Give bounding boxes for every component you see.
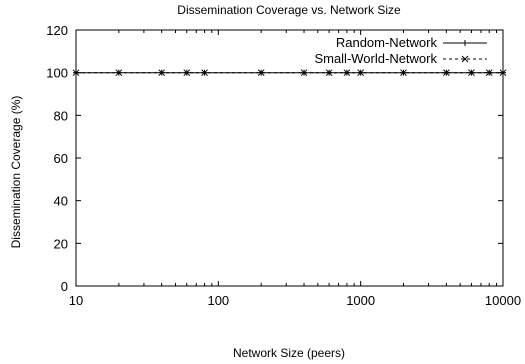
marker-x — [115, 69, 123, 77]
y-tick-label: 40 — [54, 194, 68, 209]
marker-x — [183, 69, 191, 77]
marker-x — [461, 55, 469, 63]
y-tick-label: 80 — [54, 108, 68, 123]
plot-frame — [75, 29, 504, 287]
data-point — [257, 69, 265, 77]
marker-x — [325, 69, 333, 77]
legend-marker — [461, 55, 469, 63]
chart-title: Dissemination Coverage vs. Network Size — [177, 3, 401, 17]
series-small-world-network — [72, 69, 507, 77]
data-point — [443, 69, 450, 77]
data-point — [158, 69, 166, 77]
marker-x — [343, 69, 351, 77]
y-axis-label: Dissemination Coverage (%) — [9, 96, 23, 249]
legend-marker — [462, 40, 468, 46]
x-axis-label: Network Size (peers) — [233, 346, 345, 360]
data-point — [300, 69, 308, 77]
marker-x — [357, 69, 365, 77]
data-point — [115, 69, 123, 77]
x-tick-label: 100 — [207, 293, 229, 308]
axes — [75, 29, 504, 287]
x-tick-label: 10 — [69, 293, 83, 308]
marker-x — [499, 69, 507, 77]
y-tick-label: 120 — [46, 23, 68, 38]
y-tick-label: 20 — [54, 236, 68, 251]
marker-x — [443, 69, 450, 77]
x-tick-label: 1000 — [346, 293, 375, 308]
data-point — [499, 69, 507, 77]
tick-labels: 0 20 40 60 80 100 120 10 100 1000 10000 — [46, 23, 521, 308]
data-point — [485, 69, 493, 77]
marker-x — [300, 69, 308, 77]
marker-x — [468, 69, 475, 77]
x-tick-label: 10000 — [485, 293, 521, 308]
data-point — [201, 69, 208, 77]
data-point — [400, 69, 407, 77]
data-point — [343, 69, 351, 77]
data-point — [325, 69, 333, 77]
marker-x — [257, 69, 265, 77]
marker-x — [158, 69, 166, 77]
marker-x — [201, 69, 208, 77]
marker-x — [485, 69, 493, 77]
data-point — [357, 69, 365, 77]
y-tick-label: 100 — [46, 66, 68, 81]
data-point — [468, 69, 475, 77]
series-group — [72, 69, 507, 77]
legend-label: Small-World-Network — [314, 51, 437, 66]
y-tick-label: 0 — [61, 279, 68, 294]
marker-x — [72, 69, 80, 77]
marker-x — [400, 69, 407, 77]
data-point — [72, 69, 80, 77]
y-tick-label: 60 — [54, 151, 68, 166]
data-point — [183, 69, 191, 77]
legend-label: Random-Network — [336, 35, 438, 50]
